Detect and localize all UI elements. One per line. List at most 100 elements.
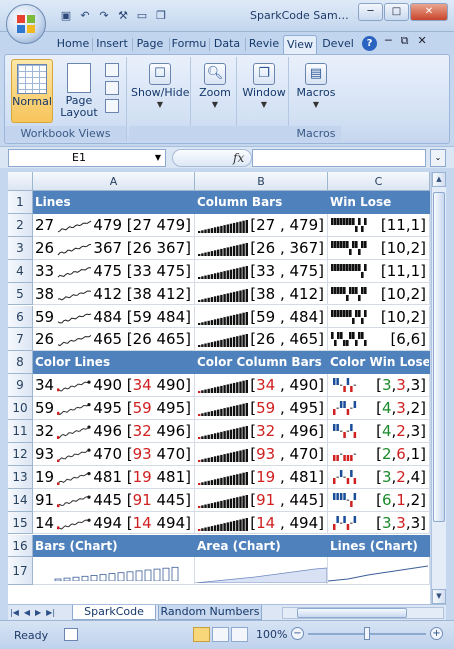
zoom-level[interactable]: 100% (256, 628, 288, 641)
maximize-button[interactable]: □ (384, 3, 409, 21)
cell-b4[interactable]: [33 , 475] (195, 259, 328, 283)
chevron-down-icon[interactable]: ▼ (154, 153, 161, 162)
window-button[interactable]: ❐ Window ▼ (241, 63, 287, 123)
minimize-button[interactable]: ─ (358, 3, 383, 21)
cell-c10[interactable]: [4,3,2] (328, 397, 430, 420)
page-layout-view-icon[interactable] (212, 627, 229, 642)
row-header-2[interactable]: 2 (8, 213, 33, 237)
cell-a6[interactable]: 59 484 [59 484] (33, 305, 195, 329)
row-header-1[interactable]: 1 (8, 191, 33, 214)
tab-review[interactable]: Revie (248, 37, 280, 50)
cell-b7[interactable]: [26 , 465] (195, 328, 328, 352)
cell-b15[interactable]: [14 , 494] (195, 511, 328, 535)
cell-c12[interactable]: [2,6,1] (328, 442, 430, 466)
cell-a5[interactable]: 38 412 [38 412] (33, 282, 195, 306)
cell-b5[interactable]: [38 , 412] (195, 282, 328, 306)
cell-c16[interactable]: Lines (Chart) (328, 534, 430, 558)
cell-a1[interactable]: Lines (33, 191, 195, 214)
cell-b10[interactable]: [59 , 495] (195, 397, 328, 420)
select-all-corner[interactable] (8, 172, 33, 191)
cell-c3[interactable]: [10,2] (328, 236, 430, 260)
cell-b13[interactable]: [19 , 481] (195, 465, 328, 489)
macro-record-icon[interactable] (64, 628, 78, 641)
tab-formulas[interactable]: Formu (171, 37, 207, 50)
save-icon[interactable]: ▣ (60, 9, 72, 22)
tab-view[interactable]: View (283, 35, 317, 54)
cell-c14[interactable]: [6,1,2] (328, 488, 430, 512)
row-header-5[interactable]: 5 (8, 282, 33, 306)
first-sheet-icon[interactable]: |◀ (10, 608, 19, 617)
page-layout-button[interactable]: Page Layout (57, 59, 101, 123)
help-icon[interactable]: ? (362, 36, 377, 51)
cell-a11[interactable]: 32 496 [32 496] (33, 420, 195, 443)
cell-c17[interactable] (328, 557, 430, 586)
expand-formula-bar-button[interactable]: ⌄ (430, 149, 446, 167)
last-sheet-icon[interactable]: ▶| (46, 608, 56, 617)
cell-a13[interactable]: 19 481 [19 481] (33, 465, 195, 489)
show-hide-button[interactable]: ☐ Show/Hide ▼ (131, 63, 189, 123)
horizontal-scroll-thumb[interactable] (297, 608, 407, 618)
cell-b16[interactable]: Area (Chart) (195, 534, 328, 558)
cell-a15[interactable]: 14 494 [14 494] (33, 511, 195, 535)
horizontal-scrollbar[interactable] (282, 607, 444, 619)
prev-sheet-icon[interactable]: ◀ (23, 608, 31, 617)
redo-icon[interactable]: ↷ (99, 9, 109, 22)
row-header-10[interactable]: 10 (8, 397, 33, 420)
zoom-slider-thumb[interactable] (364, 627, 370, 640)
row-header-12[interactable]: 12 (8, 442, 33, 466)
row-header-14[interactable]: 14 (8, 488, 33, 512)
cell-a9[interactable]: 34 490 [34 490] (33, 374, 195, 398)
cell-c9[interactable]: [3,3,3] (328, 374, 430, 398)
tools-icon[interactable]: ⚒ (118, 9, 128, 22)
cell-c2[interactable]: [11,1] (328, 213, 430, 237)
row-header-4[interactable]: 4 (8, 259, 33, 283)
scroll-up-icon[interactable]: ▲ (432, 172, 446, 187)
tab-page[interactable]: Page (136, 37, 164, 50)
macros-button[interactable]: ▤ Macros ▼ (293, 63, 339, 123)
row-header-11[interactable]: 11 (8, 420, 33, 443)
zoom-out-icon[interactable]: − (291, 627, 304, 640)
close-button[interactable]: ✕ (410, 3, 448, 21)
cell-a8[interactable]: Color Lines (33, 351, 195, 375)
sheet-tab-random-numbers[interactable]: Random Numbers (158, 605, 262, 620)
cell-b12[interactable]: [93 , 470] (195, 442, 328, 466)
tab-home[interactable]: Home (56, 37, 90, 50)
vertical-scrollbar[interactable]: ▲ ▼ (431, 172, 446, 604)
formula-input[interactable] (252, 149, 426, 167)
office-button[interactable] (6, 4, 46, 44)
worksheet-grid[interactable]: A B C 1 Lines Column Bars Win Lose 2 27 479 [27 4… (8, 172, 430, 604)
name-box[interactable]: E1 ▼ (8, 149, 166, 167)
cell-a7[interactable]: 26 465 [26 465] (33, 328, 195, 352)
cell-b8[interactable]: Color Column Bars (195, 351, 328, 375)
page-break-icon[interactable] (105, 63, 119, 77)
full-screen-icon[interactable] (105, 99, 119, 113)
cell-a14[interactable]: 91 445 [91 445] (33, 488, 195, 512)
cell-c5[interactable]: [10,2] (328, 282, 430, 306)
row-header-9[interactable]: 9 (8, 374, 33, 398)
cell-b6[interactable]: [59 , 484] (195, 305, 328, 329)
normal-view-button[interactable]: Normal (11, 59, 53, 123)
normal-view-icon[interactable] (193, 627, 210, 642)
custom-views-icon[interactable] (105, 81, 119, 95)
row-header-16[interactable]: 16 (8, 534, 33, 558)
scroll-down-icon[interactable]: ▼ (432, 589, 446, 604)
window-icon[interactable]: ❐ (156, 9, 166, 22)
cell-a3[interactable]: 26 367 [26 367] (33, 236, 195, 260)
cell-c11[interactable]: [4,2,3] (328, 420, 430, 443)
page-break-view-icon[interactable] (231, 627, 248, 642)
row-header-3[interactable]: 3 (8, 236, 33, 260)
ribbon-close-button[interactable]: ✕ (417, 34, 427, 47)
cell-a2[interactable]: 27 479 [27 479] (33, 213, 195, 237)
row-header-7[interactable]: 7 (8, 328, 33, 352)
tab-data[interactable]: Data (213, 37, 241, 50)
row-header-15[interactable]: 15 (8, 511, 33, 535)
cell-b2[interactable]: [27 , 479] (195, 213, 328, 237)
cell-c1[interactable]: Win Lose (328, 191, 430, 214)
row-header-17[interactable]: 17 (8, 557, 33, 586)
column-header-a[interactable]: A (33, 172, 195, 191)
column-header-c[interactable]: C (328, 172, 430, 191)
cell-a12[interactable]: 93 470 [93 470] (33, 442, 195, 466)
cell-a10[interactable]: 59 495 [59 495] (33, 397, 195, 420)
cell-b17[interactable] (195, 557, 328, 586)
cell-c15[interactable]: [3,3,3] (328, 511, 430, 535)
